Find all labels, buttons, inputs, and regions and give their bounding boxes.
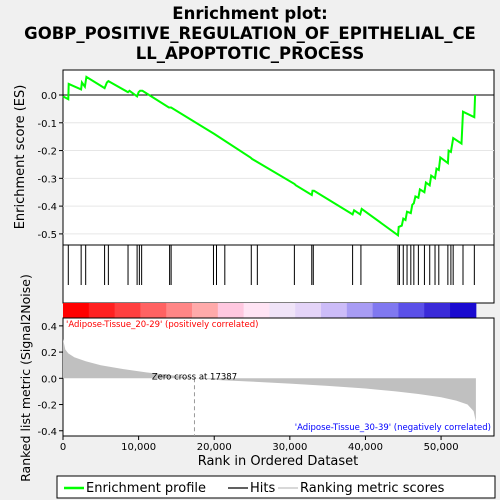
- x-tick-label: 30,000: [272, 442, 307, 453]
- title-line-3: LL_APOPTOTIC_PROCESS: [136, 44, 365, 63]
- color-bar-segment: [88, 303, 116, 318]
- color-bar-segment: [217, 303, 245, 318]
- x-axis-ticks: 0 10,000 20,000 30,000 40,000 50,000: [60, 436, 459, 453]
- legend-item-enrichment: Enrichment profile: [86, 481, 206, 496]
- positive-label: 'Adipose-Tissue_20-29' (positively corre…: [66, 320, 258, 330]
- color-bar-segment: [398, 303, 425, 318]
- color-bar-segment: [140, 303, 167, 318]
- es-y-tick-label: 0.0: [41, 91, 57, 102]
- metric-y-tick-label: 0.0: [41, 374, 57, 385]
- metric-y-ticks: 0.4 0.2 0.0 -0.2 -0.4: [37, 322, 63, 438]
- zero-cross-label: Zero cross at 17387: [152, 372, 237, 382]
- es-y-ticks: 0.0 -0.1 -0.2 -0.3 -0.4 -0.5: [37, 91, 63, 241]
- legend: Enrichment profile Hits Ranking metric s…: [56, 475, 496, 499]
- color-bar-segment: [321, 303, 348, 318]
- x-axis-label: Rank in Ordered Dataset: [198, 454, 359, 469]
- es-y-tick-label: -0.5: [37, 230, 57, 241]
- title: Enrichment plot: GOBP_POSITIVE_REGULATIO…: [24, 4, 476, 63]
- enrichment-profile-line: [62, 75, 477, 238]
- color-bar-segment: [166, 303, 193, 318]
- color-bar-segment: [192, 303, 219, 318]
- color-bar-segment: [372, 303, 399, 318]
- hit-markers: [67, 245, 475, 285]
- hits-panel: [62, 244, 495, 304]
- metric-y-tick-label: -0.4: [37, 427, 57, 438]
- x-tick-label: 0: [60, 442, 66, 453]
- es-panel: [62, 69, 495, 246]
- es-y-tick-label: -0.1: [37, 119, 57, 130]
- color-bar-segment: [243, 303, 270, 318]
- metric-y-tick-label: 0.2: [41, 348, 57, 359]
- es-y-axis-label: Enrichment score (ES): [13, 85, 28, 230]
- es-y-tick-label: -0.2: [37, 147, 57, 158]
- color-bar-segment: [295, 303, 322, 318]
- color-bar-segment: [450, 303, 477, 318]
- x-tick-label: 50,000: [424, 442, 459, 453]
- color-bar-segment: [269, 303, 296, 318]
- legend-item-hits: Hits: [250, 481, 275, 496]
- color-bar-segment: [63, 303, 90, 318]
- ranking-metric-area: [63, 339, 476, 422]
- negative-label: 'Adipose-Tissue_30-39' (negatively corre…: [295, 423, 491, 433]
- ranking-color-bar: [63, 303, 477, 318]
- es-y-tick-label: -0.4: [37, 202, 57, 213]
- x-tick-label: 10,000: [121, 442, 156, 453]
- x-tick-label: 40,000: [348, 442, 383, 453]
- legend-item-metric: Ranking metric scores: [300, 481, 445, 496]
- metric-y-axis-label: Ranked list metric (Signal2Noise): [18, 274, 33, 482]
- x-tick-label: 20,000: [197, 442, 232, 453]
- color-bar-segment: [114, 303, 141, 318]
- title-line-2: GOBP_POSITIVE_REGULATION_OF_EPITHELIAL_C…: [24, 24, 476, 43]
- es-y-tick-label: -0.3: [37, 174, 57, 185]
- metric-y-tick-label: 0.4: [41, 322, 57, 333]
- title-line-1: Enrichment plot:: [172, 4, 327, 23]
- legend-box: [56, 475, 496, 499]
- color-bar-segment: [424, 303, 451, 318]
- color-bar-segment: [346, 303, 374, 318]
- metric-y-tick-label: -0.2: [37, 401, 57, 412]
